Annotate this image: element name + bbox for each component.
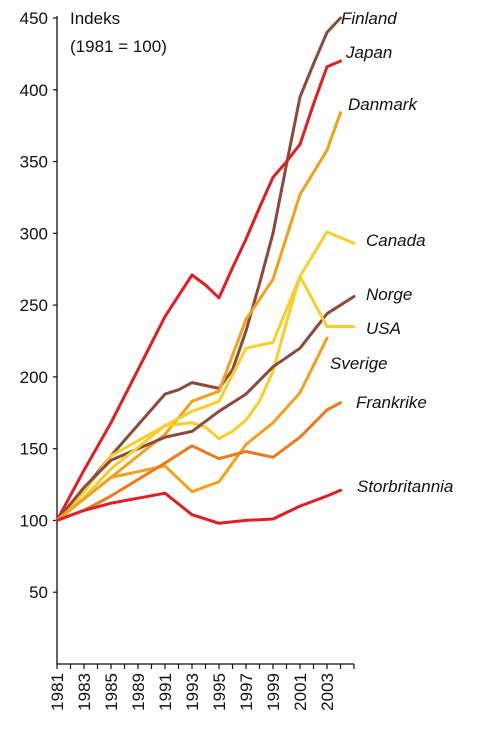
x-tick-group: 2003: [318, 673, 337, 711]
y-tick-label: 150: [20, 440, 48, 459]
x-tick-label: 1989: [129, 673, 148, 711]
y-tick-label: 50: [29, 583, 48, 602]
x-tick-group: 1991: [156, 673, 175, 711]
series-label-japan: Japan: [345, 43, 392, 62]
y-tick-label: 300: [20, 224, 48, 243]
x-tick-label: 1991: [156, 673, 175, 711]
x-tick-group: 1983: [75, 673, 94, 711]
x-tick-group: 1995: [210, 673, 229, 711]
series-label-norge: Norge: [366, 285, 412, 304]
x-tick-label: 1993: [183, 673, 202, 711]
y-tick-label: 350: [20, 153, 48, 172]
x-tick-label: 2001: [291, 673, 310, 711]
series-label-danmark: Danmark: [348, 95, 418, 114]
y-axis-title: Indeks: [70, 9, 120, 28]
y-tick-label: 400: [20, 81, 48, 100]
y-tick-label: 200: [20, 368, 48, 387]
series-label-frankrike: Frankrike: [356, 393, 427, 412]
x-tick-group: 1989: [129, 673, 148, 711]
series-label-storbritannia: Storbritannia: [357, 477, 453, 496]
x-tick-group: 1999: [264, 673, 283, 711]
y-tick-label: 450: [20, 9, 48, 28]
x-tick-group: 1997: [237, 673, 256, 711]
series-label-usa: USA: [366, 319, 401, 338]
x-tick-label: 1983: [75, 673, 94, 711]
series-line-canada: [55, 230, 356, 522]
series-line-finland: [55, 16, 342, 522]
x-tick-group: 2001: [291, 673, 310, 711]
series-label-sverige: Sverige: [330, 354, 388, 373]
y-tick-label: 250: [20, 296, 48, 315]
series-line-frankrike: [55, 401, 342, 522]
series-line-storbritannia: [55, 488, 342, 525]
x-tick-label: 1997: [237, 673, 256, 711]
x-tick-label: 1999: [264, 673, 283, 711]
x-tick-label: 2003: [318, 673, 337, 711]
x-tick-group: 1985: [102, 673, 121, 711]
series-line-norge: [55, 295, 356, 522]
series-line-sverige: [55, 336, 329, 522]
series-labels: Finland Japan Danmark Canada Norge USA Sverige…: [330, 9, 453, 496]
series-line-japan: [55, 59, 342, 522]
x-tick-label: 1985: [102, 673, 121, 711]
series-lines: [55, 16, 356, 525]
series-line-usa: [55, 274, 356, 522]
x-tick-group: 1993: [183, 673, 202, 711]
x-tick-group: 1981: [48, 673, 67, 711]
y-axis-subtitle: (1981 = 100): [70, 37, 167, 56]
series-label-finland: Finland: [341, 9, 397, 28]
x-tick-label: 1995: [210, 673, 229, 711]
y-tick-label: 100: [20, 511, 48, 530]
series-line-danmark: [55, 111, 342, 522]
x-tick-label: 1981: [48, 673, 67, 711]
axes: 50 100 150 200 250 300 350 400 450 1981 1983 1985 19…: [20, 9, 355, 711]
series-label-canada: Canada: [366, 231, 426, 250]
